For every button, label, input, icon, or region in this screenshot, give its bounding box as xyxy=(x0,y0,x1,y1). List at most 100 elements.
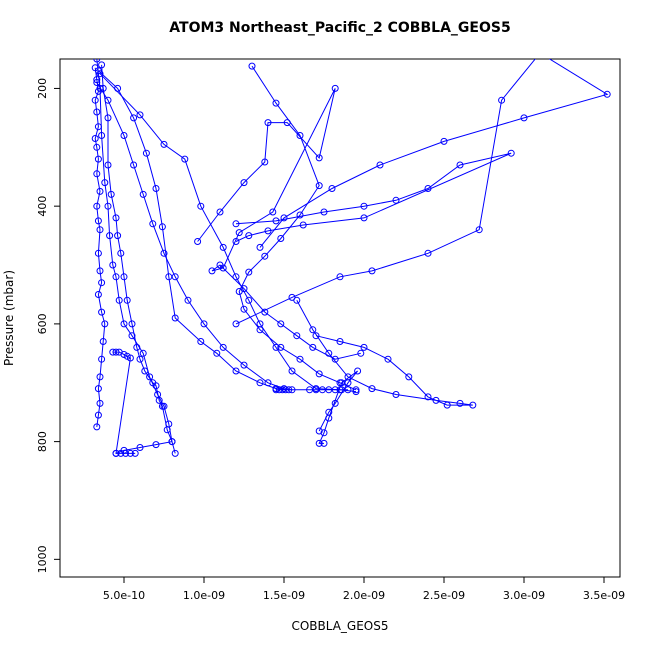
data-point xyxy=(96,84,104,92)
data-point xyxy=(315,427,323,435)
data-point xyxy=(235,288,243,295)
profile-line xyxy=(96,82,285,390)
data-point xyxy=(443,401,451,409)
data-point xyxy=(392,391,400,398)
data-point xyxy=(160,140,168,148)
data-point xyxy=(93,202,101,210)
y-tick-label: 200 xyxy=(36,78,49,99)
data-point xyxy=(107,190,115,198)
data-point xyxy=(93,59,101,63)
data-point xyxy=(296,355,304,363)
data-point xyxy=(296,211,304,219)
y-tick-label: 600 xyxy=(36,313,49,334)
data-point xyxy=(181,155,189,163)
data-point xyxy=(280,385,288,393)
data-point xyxy=(368,385,376,393)
data-point xyxy=(152,185,160,192)
data-point xyxy=(96,70,104,78)
data-point xyxy=(336,338,344,345)
data-point xyxy=(256,326,264,334)
y-axis-label: Pressure (mbar) xyxy=(2,270,16,366)
data-point xyxy=(344,386,352,394)
data-point xyxy=(280,214,288,222)
data-point xyxy=(126,449,134,457)
data-point xyxy=(93,423,101,431)
data-point xyxy=(264,227,272,235)
data-point xyxy=(197,202,205,210)
data-point xyxy=(101,320,109,328)
profile-series xyxy=(315,367,362,447)
data-point xyxy=(248,62,256,70)
profile-series xyxy=(109,348,139,457)
data-point xyxy=(320,429,328,437)
data-point xyxy=(315,439,323,447)
data-point xyxy=(277,343,285,351)
data-point xyxy=(115,296,123,304)
y-tick-label: 800 xyxy=(36,431,49,452)
data-point xyxy=(117,449,125,457)
data-point xyxy=(325,414,333,422)
data-point xyxy=(272,217,280,225)
data-point xyxy=(104,202,112,210)
data-point xyxy=(94,249,102,257)
data-point xyxy=(101,179,109,187)
data-point xyxy=(93,108,101,116)
data-point xyxy=(194,238,202,245)
data-point xyxy=(120,320,128,328)
data-point xyxy=(288,367,296,375)
profile-series xyxy=(235,62,360,394)
data-point xyxy=(315,154,323,162)
data-point xyxy=(93,79,101,86)
data-point xyxy=(256,243,264,251)
data-point xyxy=(98,279,106,287)
data-point xyxy=(264,379,272,387)
data-point xyxy=(384,355,392,363)
data-point xyxy=(235,229,243,237)
data-point xyxy=(96,226,104,234)
data-point xyxy=(240,179,248,187)
data-point xyxy=(261,252,269,260)
data-point xyxy=(240,361,248,369)
data-point xyxy=(171,449,179,457)
data-point xyxy=(603,90,611,98)
data-point xyxy=(424,393,432,401)
x-tick-label: 2.5e-09 xyxy=(423,589,465,602)
data-point xyxy=(269,208,277,216)
data-point xyxy=(128,332,136,340)
data-point xyxy=(136,444,144,451)
x-tick-label: 3.0e-09 xyxy=(503,589,545,602)
profile-line xyxy=(112,351,136,454)
data-point xyxy=(197,338,205,345)
data-point xyxy=(245,232,253,240)
data-point xyxy=(165,420,173,428)
data-point xyxy=(91,135,99,142)
data-point xyxy=(219,243,227,251)
profile-line xyxy=(318,370,358,444)
data-point xyxy=(309,343,317,351)
data-point xyxy=(98,132,106,139)
data-point xyxy=(296,132,304,139)
data-point xyxy=(94,291,102,298)
profile-series xyxy=(272,386,352,394)
profile-series xyxy=(91,64,109,431)
data-point xyxy=(139,349,147,357)
data-point xyxy=(98,308,106,316)
profile-line xyxy=(99,73,357,393)
data-point xyxy=(117,249,125,257)
data-point xyxy=(112,273,120,281)
data-point xyxy=(392,196,400,204)
profile-line xyxy=(96,59,173,454)
data-point xyxy=(331,399,339,407)
data-point xyxy=(96,373,104,381)
data-point xyxy=(168,438,176,446)
data-point xyxy=(261,158,269,166)
profile-series xyxy=(93,79,288,393)
chart-title: ATOM3 Northeast_Pacific_2 COBBLA_GEOS5 xyxy=(169,20,510,36)
data-point xyxy=(293,296,301,304)
data-point xyxy=(99,338,107,345)
profile-series xyxy=(232,59,611,328)
profile-line xyxy=(238,65,357,391)
data-point xyxy=(106,232,114,240)
data-point xyxy=(282,386,290,394)
data-point xyxy=(216,261,224,269)
